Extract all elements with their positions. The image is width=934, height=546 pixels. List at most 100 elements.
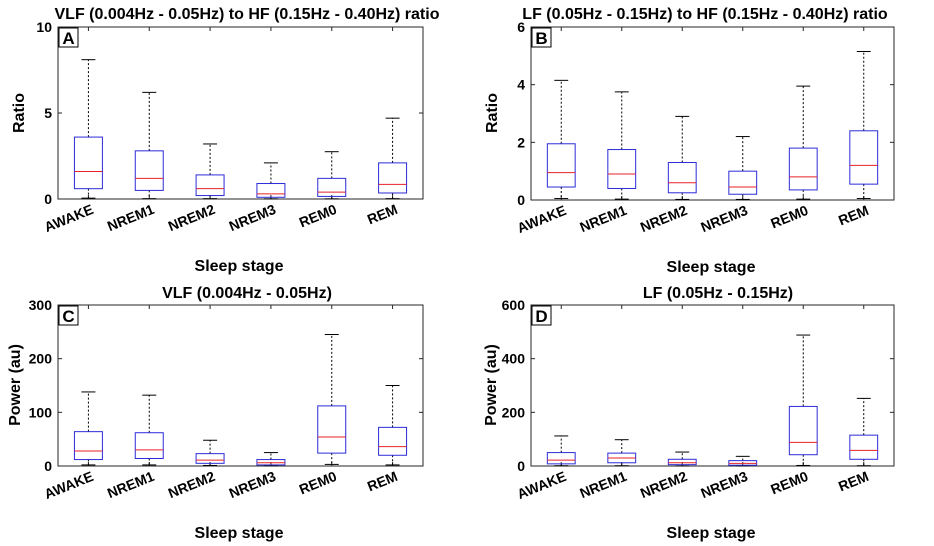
x-tick-label: REM0: [768, 202, 810, 231]
box-rem0: [788, 334, 818, 466]
y-tick-label: 0: [44, 458, 52, 474]
x-tick-label: NREM1: [577, 468, 629, 501]
chart-title: LF (0.05Hz - 0.15Hz) to HF (0.15Hz - 0.4…: [522, 6, 888, 23]
x-tick-label: NREM3: [227, 201, 279, 234]
x-tick-label: NREM2: [638, 468, 690, 501]
box-iqr: [378, 426, 408, 456]
box-awake: [546, 435, 576, 467]
y-tick-label: 200: [502, 404, 526, 420]
y-axis-label: Power (au): [7, 344, 24, 426]
y-tick-label: 300: [29, 297, 53, 313]
chart-title: LF (0.05Hz - 0.15Hz): [643, 285, 793, 302]
y-tick-label: 2: [517, 134, 525, 150]
x-axis-label: Sleep stage: [195, 258, 284, 275]
box-rem0: [317, 334, 347, 465]
box-iqr: [195, 453, 225, 464]
box-nrem1: [134, 91, 164, 200]
box-rem0: [317, 151, 347, 200]
panel-letter-box: [531, 305, 552, 326]
y-tick-label: 400: [502, 351, 526, 367]
box-iqr: [256, 183, 286, 198]
box-iqr: [667, 458, 697, 466]
y-tick-label: 5: [44, 105, 52, 121]
x-tick-label: REM: [365, 468, 400, 494]
x-axis-label: Sleep stage: [667, 259, 756, 276]
y-tick-label: 200: [29, 351, 53, 367]
box-iqr: [546, 452, 576, 465]
y-axis-label: Ratio: [484, 93, 501, 133]
box-iqr: [849, 130, 879, 185]
x-tick-label: NREM3: [698, 202, 750, 235]
y-axis-label: Power (au): [483, 344, 500, 426]
box-rem: [849, 51, 879, 200]
box-iqr: [607, 149, 637, 189]
chart-title: VLF (0.004Hz - 0.05Hz) to HF (0.15Hz - 0…: [55, 6, 440, 23]
x-axis-label: Sleep stage: [667, 525, 756, 542]
x-tick-label: REM: [836, 468, 871, 494]
box-iqr: [317, 405, 347, 454]
y-tick-label: 600: [502, 297, 526, 313]
box-iqr: [728, 170, 758, 195]
panel-letter: B: [535, 29, 547, 48]
plot-area-frame: [530, 304, 895, 467]
x-tick-label: NREM2: [638, 202, 690, 235]
y-tick-label: 6: [517, 19, 525, 35]
box-iqr: [134, 150, 164, 191]
box-nrem2: [667, 115, 697, 200]
box-iqr: [546, 143, 576, 188]
x-tick-label: REM0: [297, 468, 339, 497]
y-tick-label: 100: [29, 404, 53, 420]
box-iqr: [378, 162, 408, 194]
box-nrem2: [195, 143, 225, 200]
box-awake: [546, 79, 576, 200]
y-tick-label: 0: [517, 458, 525, 474]
panel-letter-box: [531, 27, 552, 48]
box-awake: [73, 59, 103, 199]
x-tick-label: NREM3: [698, 468, 750, 501]
y-tick-label: 0: [517, 192, 525, 208]
x-tick-label: NREM1: [105, 468, 157, 501]
box-iqr: [195, 174, 225, 197]
box-iqr: [317, 177, 347, 197]
box-rem: [378, 385, 408, 466]
y-tick-label: 4: [517, 77, 525, 93]
box-iqr: [73, 431, 103, 461]
panel-letter-box: [58, 27, 79, 48]
x-tick-label: REM: [836, 202, 871, 228]
box-iqr: [256, 459, 286, 466]
box-nrem3: [256, 452, 286, 467]
box-iqr: [788, 147, 818, 191]
x-tick-label: NREM2: [166, 468, 218, 501]
box-nrem2: [667, 451, 697, 467]
box-nrem3: [256, 162, 286, 200]
box-nrem3: [728, 455, 758, 467]
plot-area-frame: [530, 26, 895, 201]
x-tick-label: REM0: [768, 468, 810, 497]
box-nrem1: [607, 91, 637, 200]
box-nrem3: [728, 136, 758, 200]
y-tick-label: 10: [36, 19, 52, 35]
box-rem: [378, 117, 408, 200]
panel-letter-box: [58, 305, 79, 326]
box-iqr: [788, 405, 818, 456]
box-iqr: [849, 434, 879, 460]
x-tick-label: REM0: [297, 201, 339, 230]
x-tick-label: NREM1: [577, 202, 629, 235]
box-rem0: [788, 85, 818, 200]
y-tick-label: 0: [44, 191, 52, 207]
box-nrem1: [134, 394, 164, 466]
x-axis-label: Sleep stage: [195, 525, 284, 542]
chart-title: VLF (0.004Hz - 0.05Hz): [162, 285, 332, 302]
x-tick-label: NREM1: [105, 201, 157, 234]
box-iqr: [73, 136, 103, 190]
plot-area-frame: [57, 26, 424, 200]
box-nrem1: [607, 439, 637, 467]
box-rem: [849, 397, 879, 467]
plot-area-frame: [57, 304, 424, 467]
box-iqr: [134, 432, 164, 459]
